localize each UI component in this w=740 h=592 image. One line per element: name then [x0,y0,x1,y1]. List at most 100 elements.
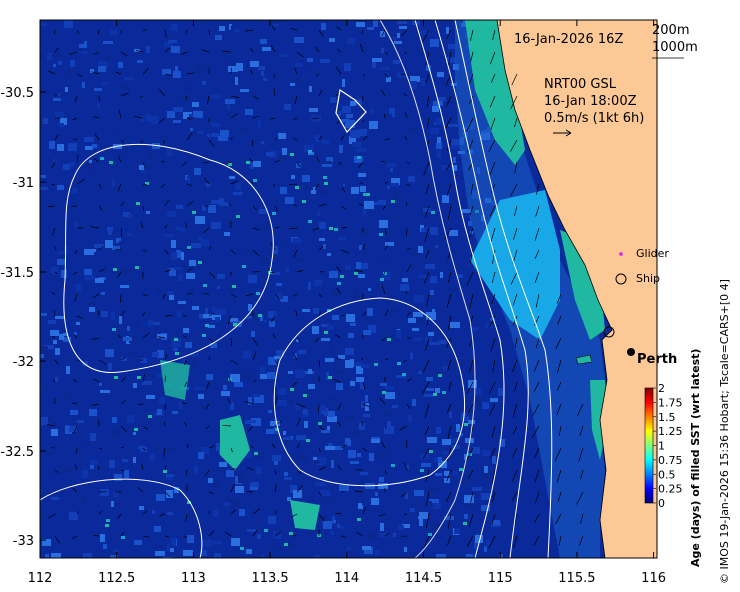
sst-pixel [144,166,154,169]
sst-pixel [101,292,105,295]
sst-pixel-warm [174,338,178,341]
current-vector [336,48,342,53]
sst-pixel [241,127,248,133]
current-vector [142,249,147,253]
sst-pixel [358,129,367,136]
sst-pixel-warm [383,272,387,275]
sst-pixel [398,525,404,530]
current-vector [186,248,191,251]
sst-pixel [91,86,94,92]
current-vector [535,183,540,195]
current-vector [75,447,78,455]
sst-pixel [370,109,374,113]
current-vector [98,359,107,365]
sst-pixel [439,340,446,344]
current-vector [208,271,216,279]
sst-pixel [408,318,416,323]
current-vector [120,227,123,237]
sst-pixel [300,365,308,368]
sst-pixel [52,52,60,58]
current-vector [71,402,78,405]
x-tick-label: 113 [181,571,206,586]
current-vector [558,535,562,546]
colorbar-tick-label: 1.75 [658,396,683,409]
current-vector [488,535,496,549]
sst-pixel [247,529,256,532]
current-vector [447,425,452,440]
sst-pixel [314,460,319,464]
sst-pixel [337,370,344,375]
sst-pixel-warm [464,423,468,426]
current-vector [135,50,144,53]
sst-pixel [202,81,206,85]
sst-pixel [198,405,204,408]
y-tick-label: -30.5 [0,86,34,101]
sst-pixel [278,156,287,160]
current-vector [312,117,320,119]
sst-pixel [332,315,339,320]
sst-pixel [260,315,263,321]
current-vector [98,510,103,515]
sst-pixel [65,87,68,92]
sst-pixel [386,77,391,82]
land-mass [497,20,657,558]
sst-pixel [290,83,295,86]
sst-pixel [183,328,189,333]
sst-pixel [490,398,498,402]
current-vector [533,359,540,372]
current-vector [318,359,321,368]
current-vector [512,315,518,326]
sst-pixel [189,260,196,266]
sst-pixel [317,457,326,465]
current-vector [491,293,496,305]
current-vector [246,491,254,493]
sst-pixel [228,61,234,66]
sst-pixel-warm [284,543,288,546]
sst-pixel [200,550,207,556]
sst-pixel [105,240,113,248]
sst-pixel [198,452,204,459]
sst-pixel [314,280,322,286]
sst-pixel [381,48,384,53]
sst-pixel [167,544,170,551]
sst-pixel [42,539,51,546]
sst-pixel [430,227,438,235]
sst-pixel [138,446,145,449]
sst-pixel [275,293,283,299]
current-vector [48,513,56,519]
current-vector [576,491,584,505]
sst-pixel [82,470,88,478]
sst-pixel [84,249,94,255]
sst-pixel [419,519,423,526]
sst-pixel [295,63,304,67]
current-vector [491,73,496,83]
sst-pixel [217,274,225,279]
sst-pixel [140,358,147,363]
sst-pixel-warm [295,186,299,189]
sst-pixel [185,342,192,348]
sst-pixel [266,429,274,434]
sst-pixel [382,272,391,280]
sst-pixel [66,366,70,374]
sst-pixel [217,309,226,315]
current-vector [361,357,364,361]
sst-pixel [284,472,288,476]
sst-pixel [127,233,132,236]
sst-pixel [181,252,184,260]
sst-pixel [327,416,337,422]
current-vector [446,293,452,308]
sst-pixel [418,246,423,253]
sst-pixel-warm [187,246,191,249]
current-vector [230,484,235,493]
current-vector [448,271,452,283]
current-vector [163,447,166,457]
current-vector [399,425,408,431]
sst-pixel [186,363,196,370]
sst-pixel [45,386,48,391]
current-vector [535,205,540,217]
current-vector [120,469,125,471]
x-tick-label: 114.5 [405,571,442,586]
current-vector [354,490,364,493]
sst-pixel-warm [391,200,395,203]
current-vector [252,95,259,100]
